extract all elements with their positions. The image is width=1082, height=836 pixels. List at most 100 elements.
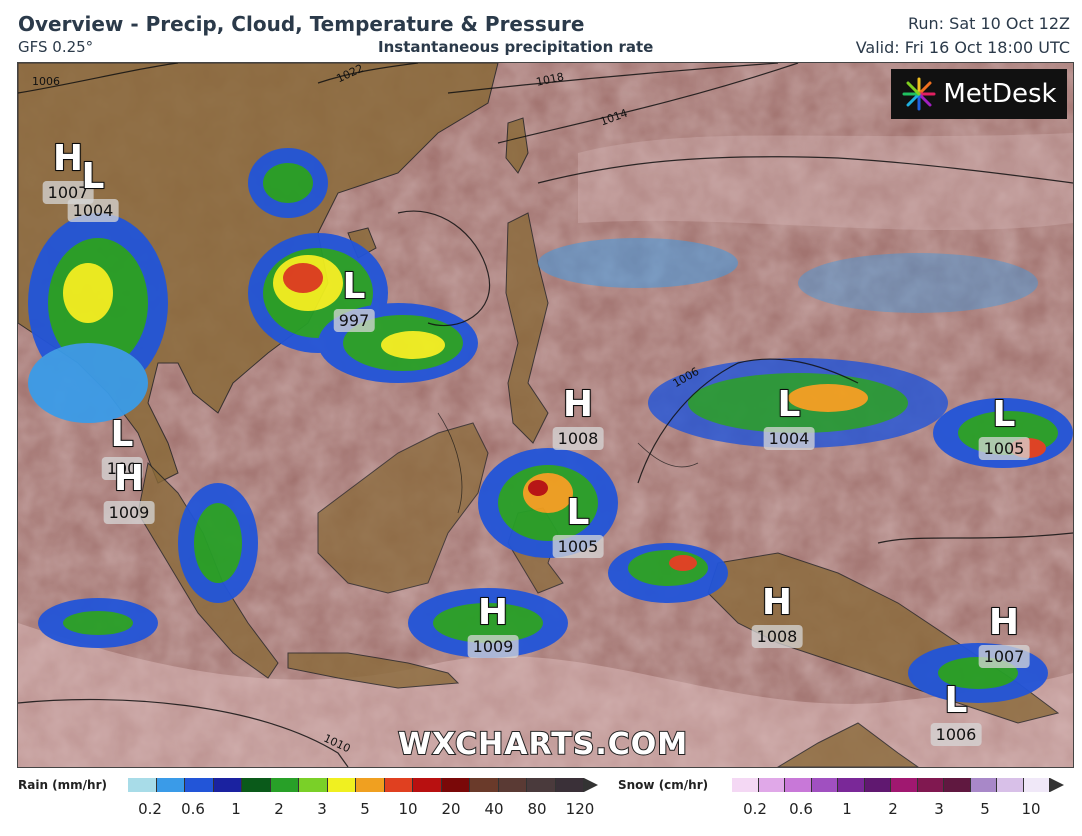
isobar-label: 1006: [32, 75, 60, 88]
legend-swatch: [758, 778, 785, 792]
legend-tick-label: 10: [1021, 800, 1041, 818]
legend-tick-label: 0.2: [743, 800, 767, 818]
legend-swatch: [891, 778, 918, 792]
pressure-high: H 1009: [103, 458, 155, 524]
pressure-value: 1006: [930, 723, 982, 746]
pressure-symbol: H: [761, 582, 793, 623]
pressure-value: 1008: [552, 427, 604, 450]
pressure-value: 1008: [751, 625, 803, 648]
pressure-value: 1004: [763, 427, 815, 450]
legend-swatch: [527, 778, 556, 792]
legend-swatch: [997, 778, 1024, 792]
legend-tick-label: 0.6: [789, 800, 813, 818]
pressure-low: L 1004: [67, 156, 119, 222]
legend-tick-label: 3: [934, 800, 944, 818]
legend-tick-label: 1: [842, 800, 852, 818]
legend-swatch: [299, 778, 328, 792]
watermark: WXCHARTS.COM: [397, 726, 689, 763]
legend-tick-label: 2: [274, 800, 284, 818]
pressure-symbol: L: [777, 384, 802, 425]
rain-legend: Rain (mm/hr) 0.2 0.6 1 2 3 5 10 20 40 80 120: [0, 772, 600, 836]
legend-tick-label: 1: [231, 800, 241, 818]
pressure-value: 1009: [467, 635, 519, 658]
pressure-value: 1005: [552, 535, 604, 558]
legend-swatch: [384, 778, 413, 792]
legend-tick-label: 10: [398, 800, 418, 818]
pressure-symbol: L: [992, 394, 1017, 435]
pressure-symbol: L: [81, 156, 106, 197]
snow-color-bar: [732, 778, 1064, 792]
legend-swatch: [156, 778, 185, 792]
pressure-symbol: H: [477, 592, 509, 633]
snow-legend-title: Snow (cm/hr): [618, 778, 709, 792]
pressure-high: H 1008: [552, 384, 604, 450]
run-time: Run: Sat 10 Oct 12Z: [908, 14, 1070, 33]
pressure-low: L 1006: [930, 680, 982, 746]
pressure-symbol: H: [113, 458, 145, 499]
pressure-symbol: L: [944, 680, 969, 721]
chart-header: Overview - Precip, Cloud, Temperature & …: [0, 0, 1082, 62]
pressure-low: L 1005: [552, 492, 604, 558]
legend-swatch: [785, 778, 812, 792]
legend-swatch: [555, 778, 584, 792]
pressure-low: L 1004: [763, 384, 815, 450]
pressure-symbol: H: [52, 138, 84, 179]
pressure-high: H 1007: [978, 604, 1030, 668]
chart-subtitle: Instantaneous precipitation rate: [378, 38, 654, 56]
map-base: [18, 63, 1073, 767]
precipitation-layer: [28, 148, 1073, 703]
weather-map[interactable]: 1006 1022 1018 1014 1006 1010 H 1007 L 1…: [17, 62, 1074, 768]
legend-swatch: [327, 778, 356, 792]
rain-color-bar: [128, 778, 598, 792]
legend-swatch: [441, 778, 470, 792]
pressure-low: L 1005: [978, 394, 1030, 460]
legend-swatch: [944, 778, 971, 792]
legend-swatch: [864, 778, 891, 792]
legend-swatch: [838, 778, 865, 792]
legend-tick-label: 5: [980, 800, 990, 818]
pressure-high: H 1007: [42, 138, 94, 204]
legend-tick-label: 0.2: [138, 800, 162, 818]
legend-tick-label: 40: [484, 800, 504, 818]
legend-swatch: [270, 778, 299, 792]
pressure-value: 1004: [67, 199, 119, 222]
pressure-value: 1007: [978, 645, 1030, 668]
legend-tick-label: 5: [360, 800, 370, 818]
pressure-low: L 997: [333, 266, 375, 332]
legend-tick-label: 3: [317, 800, 327, 818]
legend-tick-label: 80: [527, 800, 547, 818]
pressure-value: 100: [101, 457, 143, 480]
model-label: GFS 0.25°: [18, 38, 94, 56]
legend-swatch: [1023, 778, 1050, 792]
legend-arrow-icon: [1050, 778, 1064, 792]
legend-tick-label: 120: [565, 800, 595, 818]
isobar-layer: [18, 63, 1073, 767]
chart-title: Overview - Precip, Cloud, Temperature & …: [18, 12, 585, 36]
rain-legend-title: Rain (mm/hr): [18, 778, 107, 792]
legend-swatch: [185, 778, 214, 792]
pressure-high: H 1009: [467, 592, 519, 658]
legend-swatch: [811, 778, 838, 792]
pressure-value: 1007: [42, 181, 94, 204]
legend-swatch: [732, 778, 759, 792]
legend-swatch: [917, 778, 944, 792]
valid-time: Valid: Fri 16 Oct 18:00 UTC: [855, 38, 1070, 57]
pressure-value: 1009: [103, 501, 155, 524]
pressure-high: H 1008: [751, 582, 803, 648]
snow-legend: Snow (cm/hr) 0.2 0.6 1 2 3 5 10: [600, 772, 1082, 836]
pressure-value: 1005: [978, 437, 1030, 460]
pressure-symbol: L: [342, 266, 367, 307]
legend-swatch: [242, 778, 271, 792]
pressure-symbol: H: [562, 384, 594, 425]
legend-tick-label: 2: [888, 800, 898, 818]
legend-swatch: [128, 778, 157, 792]
pressure-symbol: L: [566, 492, 591, 533]
metdesk-logo: MetDesk: [891, 69, 1067, 119]
legend-arrow-icon: [584, 778, 598, 792]
pressure-symbol: L: [110, 414, 135, 455]
legend-swatch: [213, 778, 242, 792]
legend-tick-label: 0.6: [181, 800, 205, 818]
legend-swatch: [470, 778, 499, 792]
legend-swatch: [356, 778, 385, 792]
legend-swatch: [413, 778, 442, 792]
